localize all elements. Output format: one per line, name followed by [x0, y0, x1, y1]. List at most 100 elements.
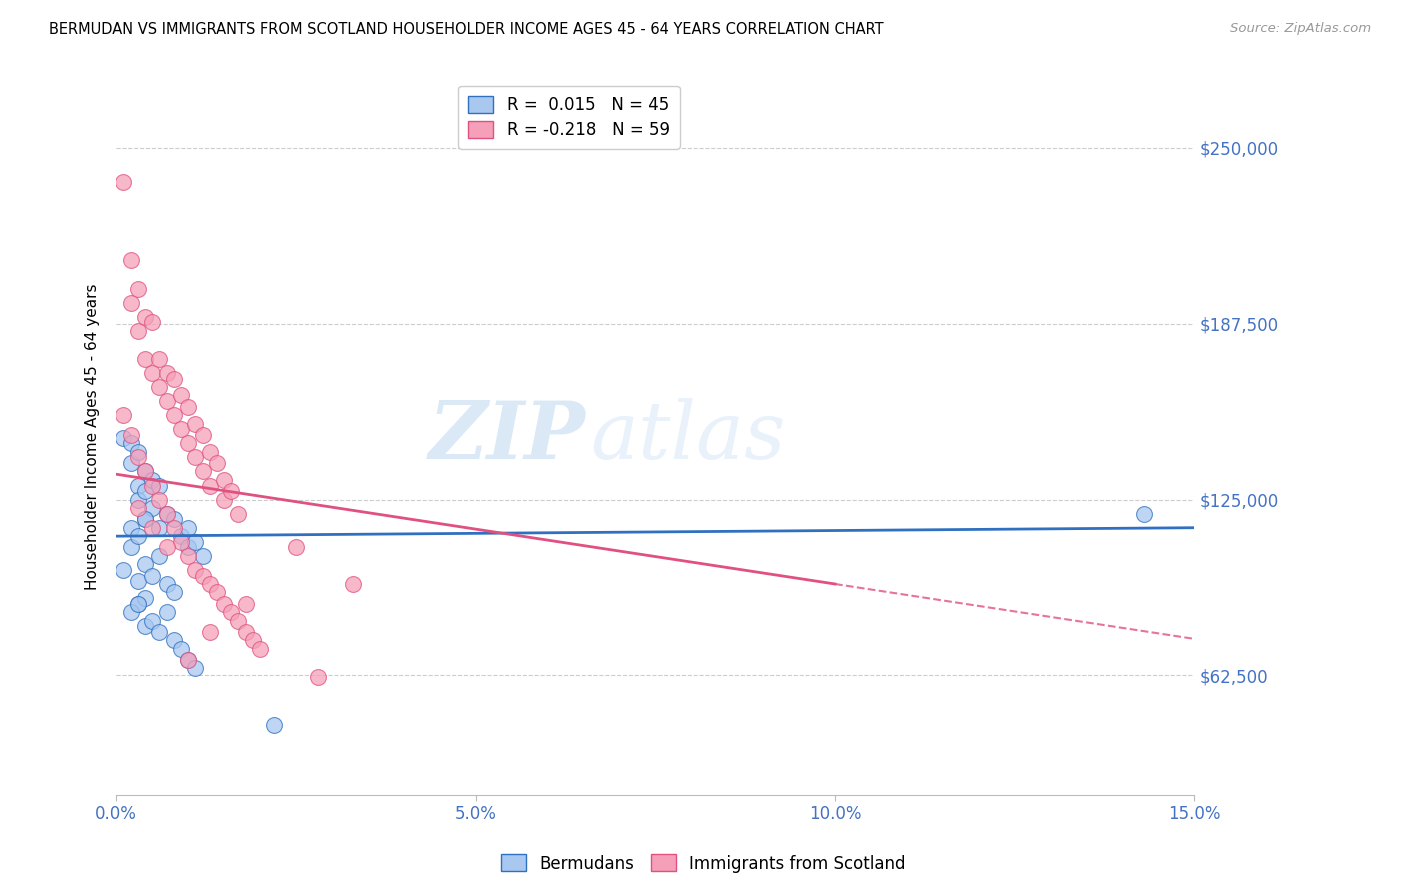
Point [148, 380, 170, 394]
Point [249, 641, 271, 656]
Point [228, 507, 250, 521]
Point [191, 427, 214, 442]
Point [134, 591, 156, 605]
Text: atlas: atlas [591, 398, 786, 475]
Point [120, 253, 142, 268]
Point [177, 653, 200, 667]
Point [170, 529, 193, 543]
Point [120, 541, 142, 555]
Point [155, 507, 177, 521]
Point [163, 408, 186, 422]
Text: ZIP: ZIP [429, 398, 585, 475]
Point [134, 465, 156, 479]
Point [155, 577, 177, 591]
Legend: R =  0.015   N = 45, R = -0.218   N = 59: R = 0.015 N = 45, R = -0.218 N = 59 [458, 86, 679, 149]
Point [177, 541, 200, 555]
Point [155, 605, 177, 619]
Point [134, 619, 156, 633]
Point [127, 492, 149, 507]
Point [212, 492, 235, 507]
Point [141, 478, 163, 492]
Point [134, 351, 156, 366]
Point [170, 388, 193, 402]
Point [112, 175, 135, 189]
Point [163, 585, 186, 599]
Point [184, 534, 207, 549]
Point [134, 310, 156, 324]
Point [205, 456, 228, 470]
Point [148, 624, 170, 639]
Point [112, 408, 135, 422]
Point [141, 473, 163, 487]
Point [198, 577, 221, 591]
Point [198, 624, 221, 639]
Point [155, 507, 177, 521]
Point [120, 436, 142, 450]
Point [198, 444, 221, 458]
Point [177, 521, 200, 535]
Point [170, 422, 193, 436]
Point [177, 400, 200, 414]
Point [155, 394, 177, 409]
Point [184, 661, 207, 675]
Point [148, 351, 170, 366]
Point [127, 501, 149, 516]
Point [148, 549, 170, 563]
Point [141, 366, 163, 380]
Point [184, 450, 207, 465]
Point [120, 456, 142, 470]
Point [263, 717, 285, 731]
Point [163, 521, 186, 535]
Point [148, 492, 170, 507]
Point [342, 577, 364, 591]
Point [134, 465, 156, 479]
Point [219, 605, 242, 619]
Point [184, 563, 207, 577]
Point [191, 549, 214, 563]
Point [141, 501, 163, 516]
Point [235, 597, 257, 611]
Point [127, 478, 149, 492]
Point [177, 549, 200, 563]
Point [198, 478, 221, 492]
Text: Source: ZipAtlas.com: Source: ZipAtlas.com [1230, 22, 1371, 36]
Point [191, 465, 214, 479]
Point [212, 473, 235, 487]
Point [170, 534, 193, 549]
Point [120, 605, 142, 619]
Point [141, 521, 163, 535]
Point [127, 281, 149, 295]
Point [163, 512, 186, 526]
Point [127, 444, 149, 458]
Point [307, 670, 329, 684]
Legend: Bermudans, Immigrants from Scotland: Bermudans, Immigrants from Scotland [494, 847, 912, 880]
Point [177, 653, 200, 667]
Point [235, 624, 257, 639]
Point [112, 563, 135, 577]
Point [120, 521, 142, 535]
Point [141, 315, 163, 329]
Text: BERMUDAN VS IMMIGRANTS FROM SCOTLAND HOUSEHOLDER INCOME AGES 45 - 64 YEARS CORRE: BERMUDAN VS IMMIGRANTS FROM SCOTLAND HOU… [49, 22, 884, 37]
Y-axis label: Householder Income Ages 45 - 64 years: Householder Income Ages 45 - 64 years [86, 283, 100, 590]
Point [170, 641, 193, 656]
Point [134, 484, 156, 499]
Point [184, 417, 207, 431]
Point [1133, 507, 1156, 521]
Point [228, 614, 250, 628]
Point [141, 568, 163, 582]
Point [112, 431, 135, 445]
Point [205, 585, 228, 599]
Point [141, 614, 163, 628]
Point [242, 633, 264, 648]
Point [219, 484, 242, 499]
Point [120, 427, 142, 442]
Point [134, 512, 156, 526]
Point [163, 633, 186, 648]
Point [155, 366, 177, 380]
Point [127, 597, 149, 611]
Point [148, 478, 170, 492]
Point [127, 450, 149, 465]
Point [127, 529, 149, 543]
Point [120, 295, 142, 310]
Point [163, 371, 186, 385]
